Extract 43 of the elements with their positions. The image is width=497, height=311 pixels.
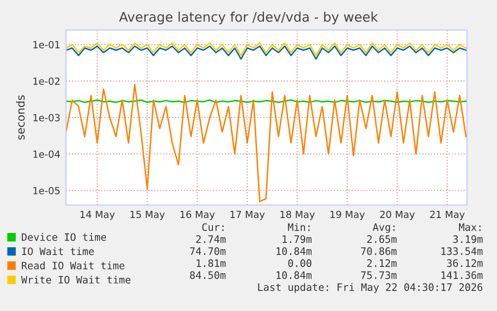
text: 70.86m	[361, 247, 397, 255]
legend-label: Device IO time	[22, 233, 106, 241]
text: 36.12m	[447, 259, 483, 267]
text: 75.73m	[361, 271, 397, 279]
x-tick-label: 17 May	[230, 210, 265, 220]
legend-label: Write IO Wait time	[21, 276, 130, 284]
text: Avg:	[372, 223, 395, 233]
text: 0.00	[288, 259, 312, 267]
legend-label: IO Wait time	[22, 247, 94, 256]
x-tick-label: 18 May	[280, 210, 315, 220]
text: 133.54m	[441, 247, 483, 255]
text: Max:	[459, 223, 481, 231]
x-tick-label: 15 May	[130, 210, 165, 220]
text: 74.70m	[190, 247, 226, 255]
y-tick-label: 1e-03	[33, 114, 60, 122]
text: Cur:	[202, 223, 224, 231]
x-tick-label: 16 May	[180, 210, 215, 220]
line-series	[66, 45, 467, 60]
x-tick-label: 14 May	[80, 210, 115, 220]
text: 141.36m	[441, 271, 483, 279]
y-tick-label: 1e-05	[33, 186, 60, 194]
y-tick-label: 1e-01	[33, 41, 60, 48]
text: 2.12m	[367, 259, 397, 267]
x-tick-label: 19 May	[330, 210, 365, 220]
line-series	[66, 84, 467, 202]
text: 2.65m	[367, 235, 397, 243]
text: 2.74m	[196, 235, 226, 243]
y-axis-title: seconds	[16, 95, 25, 140]
line-series	[66, 42, 467, 56]
text: 10.84m	[276, 271, 312, 279]
text: 1.79m	[282, 235, 312, 243]
y-tick-label: 1e-04	[33, 150, 60, 158]
text: Last update: Fri May 22 04:30:17 2026	[258, 283, 482, 293]
text: 3.19m	[453, 235, 483, 243]
chart-title: Average latency for /dev/vda - by week	[119, 12, 378, 24]
text: Min:	[288, 223, 310, 231]
x-tick-label: 20 May	[380, 210, 415, 220]
y-tick-label: 1e-02	[33, 77, 60, 85]
text: 10.84m	[276, 247, 312, 255]
legend-label: Read IO Wait time	[22, 262, 124, 270]
text: 1.81m	[196, 259, 226, 267]
x-tick-label: 21 May	[430, 210, 465, 220]
text: 84.50m	[190, 271, 226, 279]
